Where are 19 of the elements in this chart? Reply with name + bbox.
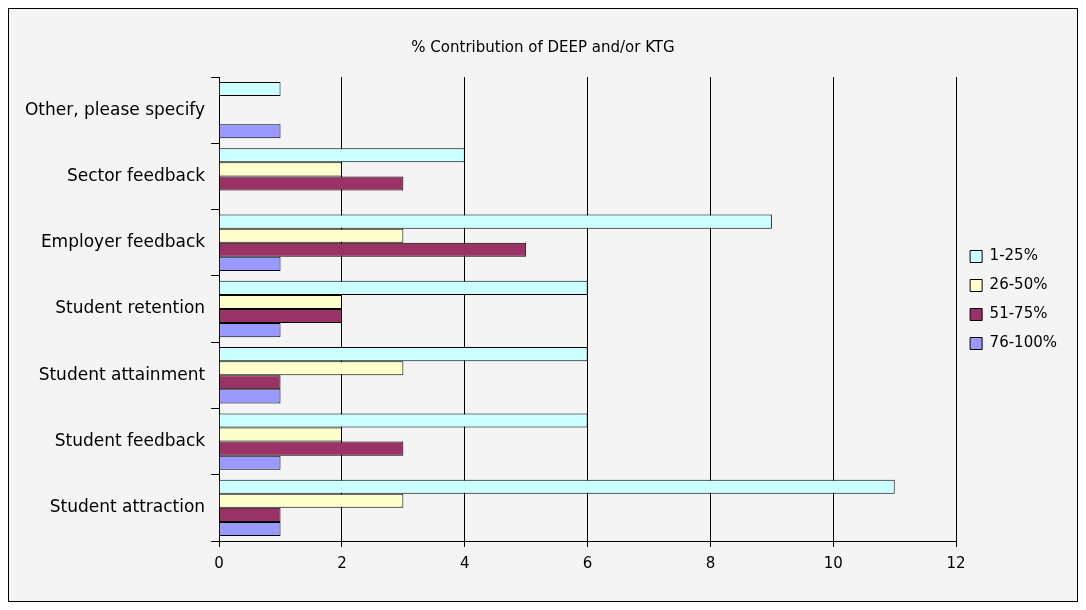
y-tick-label: Student retention [55,297,206,318]
x-tick-label: 12 [946,553,966,572]
y-tick-label: Student attraction [49,496,206,517]
x-tick-label: 8 [705,553,716,572]
x-tick-label: 4 [460,553,470,572]
y-tick-label: Employer feedback [40,231,206,252]
y-tick-label: Sector feedback [66,164,206,185]
y-tick-label: Student feedback [54,429,206,450]
legend-label: 76-100% [989,333,1058,352]
y-tick-label: Student attainment [38,363,206,384]
legend-label: 1-25% [989,246,1038,265]
chart-title: % Contribution of DEEP and/or KTG [411,37,675,56]
legend-label: 26-50% [989,275,1048,294]
x-tick-label: 2 [337,553,347,572]
legend-label: 51-75% [989,304,1048,323]
x-tick-label: 10 [823,553,843,572]
x-tick-label: 0 [214,553,224,572]
y-tick-label: Other, please specify [24,98,206,119]
x-tick-label: 6 [582,553,593,572]
